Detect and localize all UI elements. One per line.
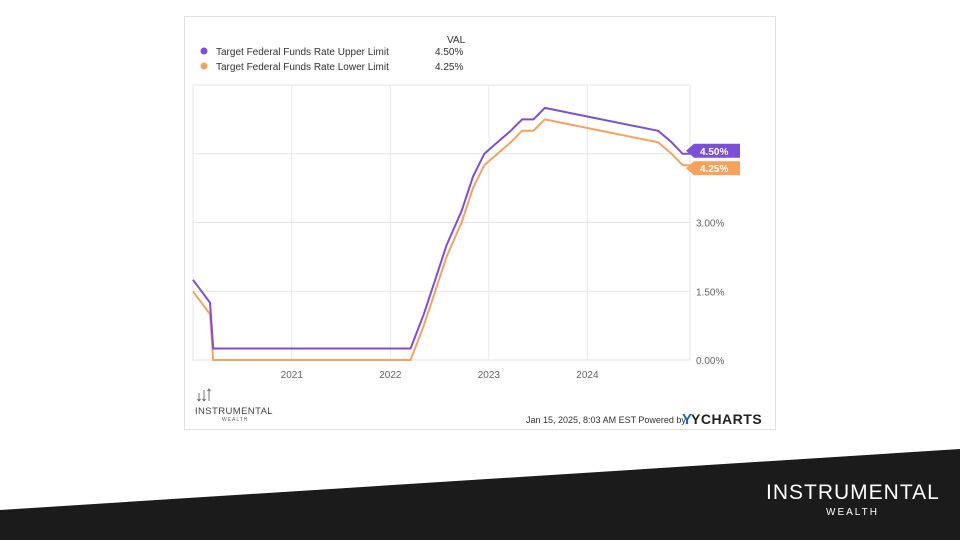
series-lines: [192, 106, 690, 361]
chart-card: VAL Target Federal Funds Rate Upper Limi…: [184, 16, 776, 430]
y-axis-ticks: 0.00% 1.50% 3.00%: [696, 219, 724, 368]
timestamp-text: Jan 15, 2025, 8:03 AM EST Powered by: [526, 415, 686, 425]
legend-label-upper: Target Federal Funds Rate Upper Limit: [216, 47, 389, 58]
brand-name: INSTRUMENTAL: [766, 481, 940, 504]
badge-value-upper: 4.50%: [700, 147, 728, 158]
badge-pointer-lower: [686, 161, 694, 176]
y-tick-label: 3.00%: [696, 219, 724, 230]
y-tick-label: 0.00%: [696, 356, 724, 367]
legend-value-upper: 4.50%: [435, 47, 463, 58]
legend-header: VAL: [447, 35, 466, 46]
badge-pointer-upper: [686, 143, 694, 158]
legend-label-lower: Target Federal Funds Rate Lower Limit: [216, 62, 389, 73]
ycharts-y-glyph: Y: [682, 411, 692, 428]
x-tick-label: 2022: [379, 370, 402, 381]
series-line-upper: [192, 106, 690, 350]
series-line-lower: [192, 118, 690, 361]
ycharts-logo-text: YCHARTS: [691, 411, 762, 427]
badge-bg-lower: [694, 161, 740, 176]
watermark-sub: WEALTH: [222, 417, 248, 423]
value-badges: 4.50% 4.25%: [686, 143, 740, 176]
x-tick-label: 2021: [281, 370, 304, 381]
legend-value-lower: 4.25%: [435, 62, 463, 73]
grid: [192, 84, 691, 361]
badge-bg-upper: [694, 143, 740, 158]
ycharts-logo: Y YCHARTS: [682, 411, 762, 428]
y-tick-label: 1.50%: [696, 287, 724, 298]
x-tick-label: 2023: [478, 370, 501, 381]
line-chart: VAL Target Federal Funds Rate Upper Limi…: [192, 35, 762, 428]
watermark-name: INSTRUMENTAL: [195, 406, 273, 417]
legend-marker-lower: [200, 62, 208, 70]
x-tick-label: 2024: [576, 370, 599, 381]
legend-marker-upper: [200, 47, 208, 55]
x-axis-ticks: 2021 2022 2023 2024: [281, 370, 599, 381]
badge-value-lower: 4.25%: [700, 164, 728, 175]
brand-sub: WEALTH: [826, 507, 879, 518]
watermark-arrows-icon: [197, 388, 211, 402]
instrumental-watermark: INSTRUMENTAL WEALTH: [195, 388, 273, 423]
